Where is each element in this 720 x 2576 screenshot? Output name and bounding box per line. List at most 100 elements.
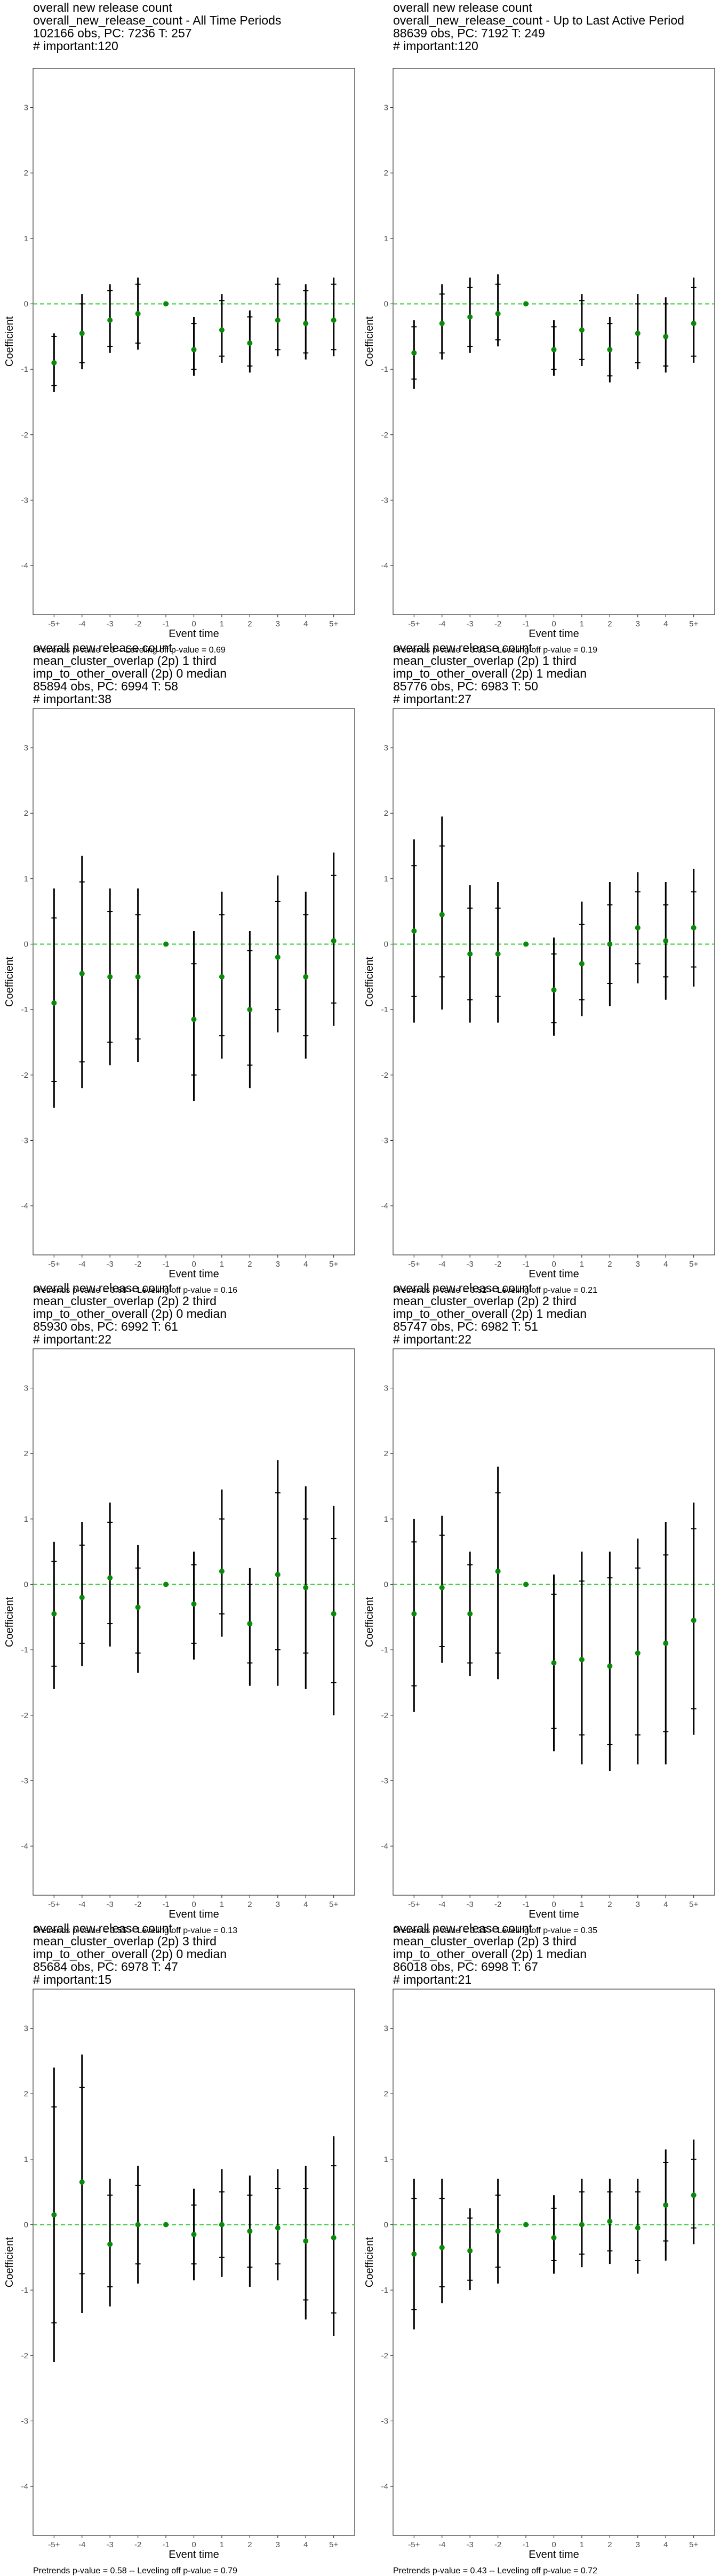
data-point [247, 340, 253, 346]
chart-title-line: 85930 obs, PC: 6992 T: 61 [33, 1319, 178, 1333]
data-point [331, 1611, 337, 1617]
chart-title-line: # important:22 [33, 1332, 112, 1346]
data-point [691, 2192, 697, 2198]
data-point [411, 928, 417, 934]
y-tick-label: -1 [21, 1005, 28, 1014]
y-tick-label: 2 [24, 1449, 28, 1458]
y-tick-label: -2 [21, 2351, 28, 2360]
data-point [303, 1585, 309, 1591]
x-tick-label: -2 [494, 619, 501, 629]
chart-title-line: 85747 obs, PC: 6982 T: 51 [393, 1319, 538, 1333]
chart-title-line: # important:22 [393, 1332, 472, 1346]
x-tick-label: -5+ [408, 619, 420, 629]
chart-title-line: overall new release count [393, 1281, 532, 1295]
x-tick-label: -3 [467, 1260, 474, 1269]
x-tick-label: 2 [607, 2540, 612, 2549]
x-tick-label: 0 [551, 1900, 556, 1909]
chart-title-line: mean_cluster_overlap (2p) 3 third [393, 1934, 577, 1948]
chart-title-line: 85894 obs, PC: 6994 T: 58 [33, 679, 178, 693]
x-tick-label: 2 [247, 1260, 252, 1269]
x-tick-label: 3 [636, 1900, 640, 1909]
data-point [135, 2222, 141, 2228]
data-point [607, 941, 613, 947]
y-tick-label: -2 [381, 2351, 388, 2360]
x-tick-label: -3 [107, 2540, 114, 2549]
y-tick-label: 3 [384, 1384, 388, 1393]
x-tick-label: 5+ [689, 1260, 698, 1269]
y-tick-label: -3 [21, 2416, 28, 2426]
x-tick-label: -1 [522, 2540, 529, 2549]
y-tick-label: 0 [24, 940, 28, 949]
chart-title-line: imp_to_other_overall (2p) 1 median [393, 666, 587, 680]
x-tick-label: -1 [162, 619, 169, 629]
data-point [439, 912, 445, 918]
x-tick-label: -5+ [48, 1260, 60, 1269]
data-point [607, 347, 613, 353]
x-tick-label: 1 [580, 619, 584, 629]
y-tick-label: 3 [24, 2024, 28, 2033]
data-point [411, 1611, 417, 1617]
pvalue-footnote: Pretrends p-value = 0.35 -- Leveling off… [393, 1926, 598, 1935]
y-tick-label: 1 [24, 874, 28, 884]
data-point [79, 2179, 85, 2185]
x-axis-label: Event time [169, 1268, 219, 1280]
data-point [191, 2231, 197, 2237]
data-point [635, 330, 641, 336]
chart-panel: overall new release count mean_cluster_ov… [360, 1921, 720, 2575]
data-point [107, 974, 113, 980]
y-tick-label: -4 [381, 1202, 388, 1211]
x-tick-label: 5+ [689, 619, 698, 629]
x-tick-label: 0 [191, 2540, 196, 2549]
x-tick-label: 2 [607, 1900, 612, 1909]
chart-plot: -4 -3 -2 -1 0 1 2 3 -5+ -4 -3 -2 -1 0 1 2 3 4 5+ Event time… [364, 1348, 715, 1920]
data-point [275, 317, 281, 323]
y-tick-label: -3 [21, 496, 28, 505]
data-point [135, 1604, 141, 1610]
chart-panel: overall new release count mean_cluster_ov… [0, 1281, 360, 1935]
x-tick-label: -3 [107, 1900, 114, 1909]
x-tick-label: 4 [663, 1260, 668, 1269]
data-point [107, 1575, 113, 1581]
y-axis-label: Coefficient [364, 316, 375, 367]
y-tick-label: 2 [24, 2089, 28, 2098]
y-tick-label: 2 [384, 1449, 388, 1458]
data-point [163, 2222, 169, 2228]
y-tick-label: -1 [381, 1645, 388, 1655]
chart-title: overall new release count mean_cluster_ov… [33, 1282, 227, 1346]
x-tick-label: -5+ [408, 1260, 420, 1269]
x-tick-label: 1 [580, 2540, 584, 2549]
x-tick-label: 3 [276, 619, 280, 629]
data-point [579, 327, 585, 333]
y-tick-label: -4 [21, 1842, 28, 1851]
x-tick-label: 4 [303, 1900, 308, 1909]
x-tick-label: 2 [607, 619, 612, 629]
data-point [135, 311, 141, 316]
x-tick-label: -4 [78, 2540, 85, 2549]
chart-title-line: 88639 obs, PC: 7192 T: 249 [393, 26, 545, 40]
y-tick-label: 2 [24, 169, 28, 178]
chart-title-line: imp_to_other_overall (2p) 0 median [33, 1307, 227, 1321]
x-tick-label: 0 [191, 1260, 196, 1269]
x-tick-label: -1 [162, 1260, 169, 1269]
x-tick-label: 2 [607, 1260, 612, 1269]
data-point [51, 2212, 57, 2218]
y-axis-label: Coefficient [4, 2237, 15, 2287]
data-point [579, 961, 585, 967]
data-point [303, 321, 309, 327]
x-tick-label: 1 [580, 1260, 584, 1269]
y-tick-label: 2 [384, 169, 388, 178]
y-tick-label: 1 [384, 874, 388, 884]
x-tick-label: -2 [134, 2540, 141, 2549]
x-tick-label: 5+ [689, 2540, 698, 2549]
pvalue-footnote: Pretrends p-value = 0.68 -- Leveling off… [33, 1286, 238, 1295]
x-tick-label: 1 [220, 619, 224, 629]
x-tick-label: -5+ [48, 1900, 60, 1909]
data-point [191, 347, 197, 353]
y-tick-label: -4 [21, 561, 28, 570]
y-tick-label: -4 [381, 1842, 388, 1851]
y-tick-label: -1 [381, 2286, 388, 2295]
y-tick-label: -1 [21, 365, 28, 374]
data-point [439, 1585, 445, 1591]
y-tick-label: -3 [381, 1776, 388, 1785]
y-tick-label: -1 [381, 1005, 388, 1014]
